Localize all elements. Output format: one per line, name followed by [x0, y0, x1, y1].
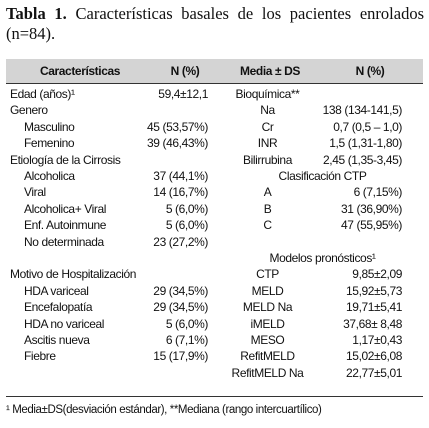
row-label: Genero	[10, 103, 48, 118]
measure-value: 6 (7,15%)	[353, 185, 403, 200]
n-value: 23 (27,2%)	[153, 234, 208, 249]
row-label: Masculino	[24, 119, 75, 134]
measure-value: 22,77±5,01	[346, 365, 402, 380]
row-label: Alcoholica+ Viral	[24, 201, 107, 216]
header-cell: N (%)	[355, 64, 385, 78]
n-value: 29 (34,5%)	[153, 283, 208, 298]
measure-value: 47 (55,95%)	[341, 218, 402, 233]
n-value: 59,4±12,1	[158, 87, 208, 101]
row-label: Viral	[24, 185, 46, 200]
n-value: 5 (6,0%)	[165, 201, 209, 216]
measure-value: 138 (134-141,5)	[322, 103, 403, 118]
measure-value: 2,45 (1,35-3,45)	[323, 152, 402, 167]
measure-value: 1,5 (1,31-1,80)	[329, 136, 402, 151]
row-label: Edad (años)¹	[10, 87, 75, 101]
row-label: HDA no variceal	[24, 316, 105, 331]
header-band	[6, 59, 423, 83]
title-label: Tabla 1.	[6, 4, 67, 23]
measure-value: 9,85±2,09	[352, 267, 402, 282]
measure-label: INR	[257, 136, 278, 151]
measure-label: CTP	[256, 267, 279, 282]
header-cell: Características	[39, 64, 121, 78]
measure-label: MELD	[251, 283, 284, 298]
row-label: HDA variceal	[24, 283, 89, 298]
n-value: 5 (6,0%)	[165, 316, 209, 331]
row-label: Enf. Autoinmune	[24, 218, 107, 233]
footnote: ¹ Media±DS(desviación estándar), **Media…	[6, 404, 322, 416]
n-value: 37 (44,1%)	[153, 169, 208, 183]
row-label: Ascitis nueva	[24, 333, 90, 347]
row-label: Encefalopatía	[24, 300, 93, 315]
measure-value: 15,92±5,73	[346, 283, 402, 298]
n-value: 14 (16,7%)	[153, 185, 208, 200]
measure-label: Bioquímica**	[235, 87, 300, 101]
measure-value: 31 (36,90%)	[341, 201, 402, 216]
measure-value: 15,02±6,08	[346, 349, 402, 364]
bottom-rule	[6, 396, 423, 397]
measure-label: C	[263, 218, 272, 233]
measure-label: RefitMELD Na	[231, 365, 304, 380]
measure-value: 37,68± 8,48	[343, 316, 402, 331]
measure-label: A	[263, 185, 272, 200]
title-text: Características basales de los pacientes…	[6, 4, 425, 43]
measure-label: iMELD	[250, 316, 285, 331]
measure-label: Clasificación CTP	[278, 169, 367, 183]
row-label: Alcoholica	[24, 169, 75, 183]
measure-value: 19,71±5,41	[346, 300, 402, 315]
measure-label: Modelos pronósticos¹	[269, 251, 376, 265]
measure-value: 0,7 (0,5 – 1,0)	[333, 119, 402, 134]
row-label: Etiología de la Cirrosis	[10, 152, 121, 167]
header-cell: Media ± DS	[240, 64, 300, 78]
measure-label: B	[263, 201, 272, 216]
n-value: 15 (17,9%)	[153, 349, 208, 364]
table-title: Tabla 1. Características basales de los …	[6, 4, 424, 44]
row-label: Motivo de Hospitalización	[10, 267, 137, 282]
measure-label: MELD Na	[242, 300, 293, 315]
measure-label: Cr	[261, 119, 274, 134]
n-value: 29 (34,5%)	[153, 300, 208, 315]
row-label: Fiebre	[24, 349, 56, 364]
header-cell: N (%)	[170, 64, 200, 78]
measure-label: RefitMELD	[240, 349, 295, 364]
measure-label: Bilirrubina	[243, 152, 292, 167]
row-label: Femenino	[24, 136, 75, 151]
measure-label: MESO	[250, 333, 285, 347]
measure-value: 1,17±0,43	[352, 333, 402, 347]
row-label: No determinada	[24, 234, 104, 249]
header-rule	[6, 83, 423, 84]
n-value: 5 (6,0%)	[165, 218, 209, 233]
n-value: 39 (46,43%)	[147, 136, 208, 151]
n-value: 6 (7,1%)	[165, 333, 209, 347]
n-value: 45 (53,57%)	[147, 119, 208, 134]
measure-label: Na	[260, 103, 275, 118]
